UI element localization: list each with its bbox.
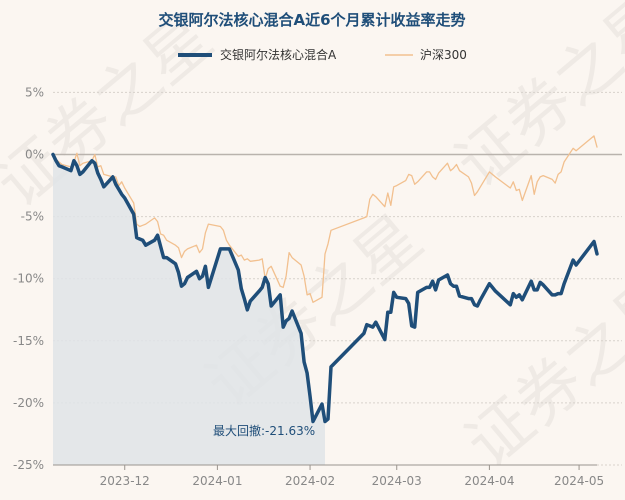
chart-title: 交银阿尔法核心混合A近6个月累计收益率走势 [158, 11, 465, 29]
y-axis: 5% 0% -5% -10% -15% -20% -25% [13, 85, 44, 472]
y-tick-label: -25% [13, 458, 44, 472]
y-tick-label: -20% [13, 396, 44, 410]
max-drawdown-annotation: 最大回撤:-21.63% [213, 423, 315, 438]
watermark-text: 证券之星 [453, 261, 625, 482]
max-drawdown-value: -21.63% [265, 424, 315, 438]
x-tick-label: 2023-12 [100, 474, 150, 488]
series-layer [51, 135, 599, 424]
x-tick-label: 2024-01 [192, 474, 242, 488]
x-tick-label: 2024-02 [285, 474, 335, 488]
legend-label-index: 沪深300 [420, 48, 467, 62]
watermark-text: 证券之星 [443, 0, 625, 202]
x-tick-label: 2024-04 [464, 474, 514, 488]
max-drawdown-label: 最大回撤: [213, 423, 265, 438]
y-tick-label: 0% [25, 148, 44, 162]
legend-label-fund: 交银阿尔法核心混合A [220, 47, 337, 62]
y-tick-label: -15% [13, 334, 44, 348]
drawdown-area [53, 154, 325, 466]
series-line-fund [51, 152, 599, 424]
legend: 交银阿尔法核心混合A 沪深300 [178, 47, 467, 62]
x-tick-label: 2024-05 [554, 474, 604, 488]
y-tick-label: 5% [25, 85, 44, 99]
y-tick-label: -5% [21, 210, 44, 224]
y-tick-label: -10% [13, 272, 44, 286]
x-axis: 2023-12 2024-01 2024-02 2024-03 2024-04 2024-… [53, 464, 604, 488]
x-tick-label: 2024-03 [372, 474, 422, 488]
